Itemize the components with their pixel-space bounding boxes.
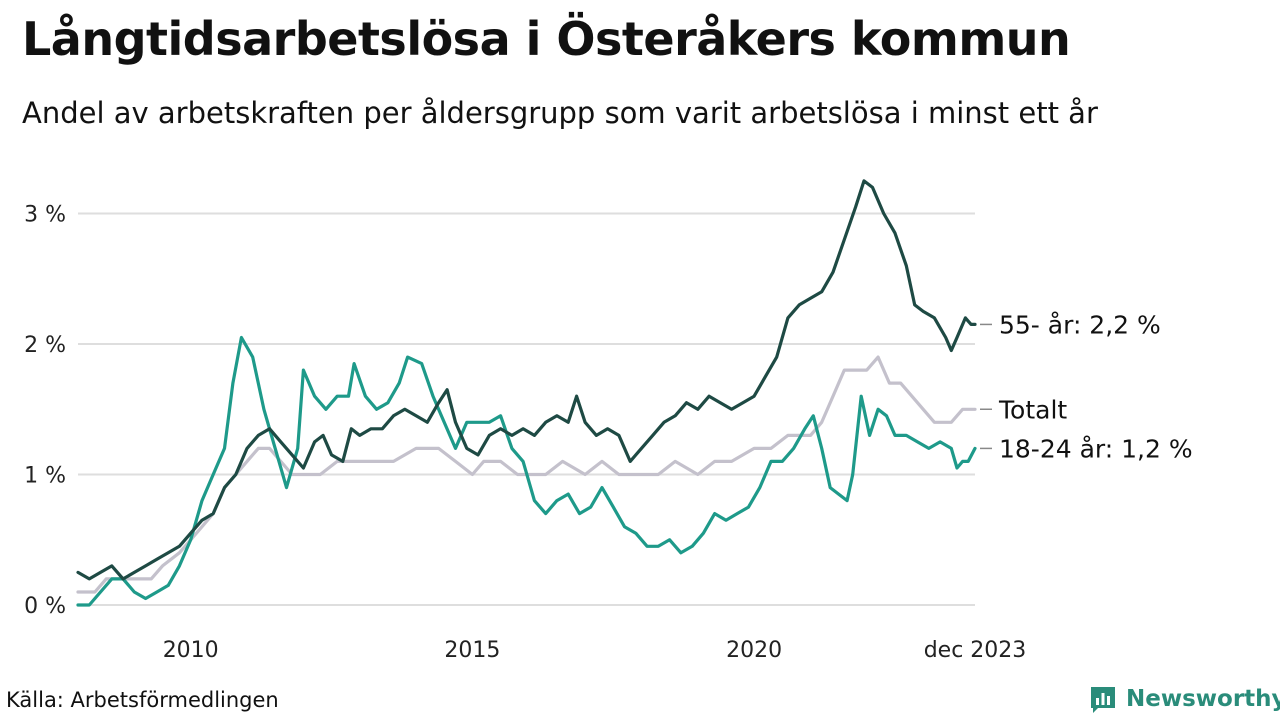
- series-line-55-r: [76, 179, 977, 581]
- brand-logo[interactable]: Newsworthy: [1088, 684, 1280, 714]
- series-line-18-24-r: [76, 335, 977, 607]
- x-tick-label: 2015: [444, 638, 500, 663]
- x-tick-label: 2010: [163, 638, 219, 663]
- y-tick-label: 3 %: [24, 203, 66, 228]
- y-tick-label: 1 %: [24, 464, 66, 489]
- x-tick-label: dec 2023: [924, 638, 1027, 663]
- y-tick-label: 2 %: [24, 333, 66, 358]
- chart-subtitle: Andel av arbetskraften per åldersgrupp s…: [22, 96, 1098, 130]
- source-note: Källa: Arbetsförmedlingen: [6, 688, 279, 712]
- end-label: Totalt: [998, 395, 1067, 424]
- brand-name: Newsworthy: [1126, 686, 1280, 712]
- x-tick-label: 2020: [726, 638, 782, 663]
- bar-chart-icon: [1091, 687, 1115, 713]
- end-label: 18-24 år: 1,2 %: [999, 434, 1193, 463]
- chart-title: Långtidsarbetslösa i Österåkers kommun: [22, 12, 1071, 66]
- y-tick-label: 0 %: [24, 594, 66, 619]
- end-label: 55- år: 2,2 %: [999, 310, 1161, 339]
